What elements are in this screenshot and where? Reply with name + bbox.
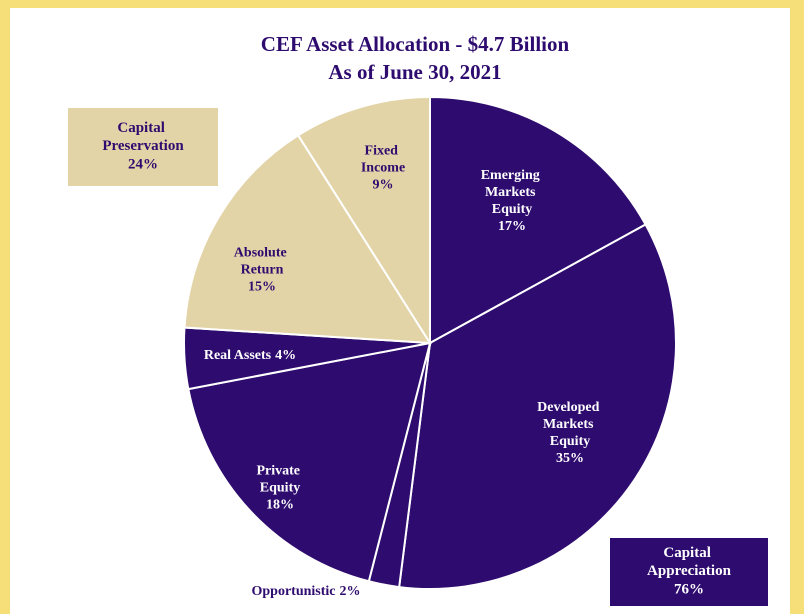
- group-value-label: 76%: [674, 581, 704, 597]
- text-line: Capital: [117, 120, 168, 136]
- slice-value-label: 35%: [556, 451, 584, 466]
- text-line: Appreciation: [647, 563, 732, 579]
- text-line: Preservation: [102, 138, 184, 154]
- slice-name: Fixed Income: [361, 144, 405, 176]
- group-name: Capital Appreciation: [647, 545, 732, 579]
- chart-subtitle: As of June 30, 2021: [328, 60, 501, 84]
- slice-value-label: 18%: [266, 498, 294, 513]
- group-value-label: 24%: [128, 156, 158, 172]
- slice-name: Private Equity: [256, 464, 303, 496]
- text-line: Developed: [537, 400, 603, 415]
- slice-name: Emerging Markets Equity: [481, 168, 544, 217]
- text-line: Equity: [550, 434, 590, 449]
- text-line: Equity: [492, 202, 532, 217]
- slice-value-label: 4%: [275, 348, 296, 363]
- slice-value-label: 9%: [373, 178, 394, 193]
- text-line: Emerging: [481, 168, 544, 183]
- slice-value-label: 17%: [498, 219, 526, 234]
- text-line: Markets: [485, 185, 539, 200]
- text-line: Fixed: [365, 144, 402, 159]
- slice-value-label: 2%: [340, 584, 361, 599]
- text-line: Markets: [543, 417, 597, 432]
- chart-title: CEF Asset Allocation - $4.7 Billion: [261, 32, 570, 56]
- pie-slice: [183, 133, 432, 345]
- slice-label: Opportunistic 2%: [251, 584, 360, 599]
- pie-slice: [429, 95, 647, 345]
- slice-name: Developed Markets Equity: [537, 400, 603, 449]
- slice-name: Opportunistic: [251, 584, 335, 599]
- text-line: Income: [361, 161, 405, 176]
- group-box: [610, 538, 768, 606]
- slice-name: Absolute Return: [234, 246, 290, 278]
- pie-slice: [187, 341, 432, 583]
- slice-label: Real Assets 4%: [204, 348, 296, 363]
- text-line: Capital: [663, 545, 714, 561]
- text-line: Equity: [260, 481, 300, 496]
- group-box: [68, 108, 218, 186]
- text-line: Return: [241, 263, 284, 278]
- pie-slice: [296, 95, 431, 347]
- text-line: Absolute: [234, 246, 290, 261]
- slice-value-label: 15%: [248, 280, 276, 295]
- text-line: Private: [256, 464, 303, 479]
- pie-slice: [398, 223, 677, 590]
- slice-name: Real Assets: [204, 348, 272, 363]
- group-name: Capital Preservation: [102, 120, 184, 154]
